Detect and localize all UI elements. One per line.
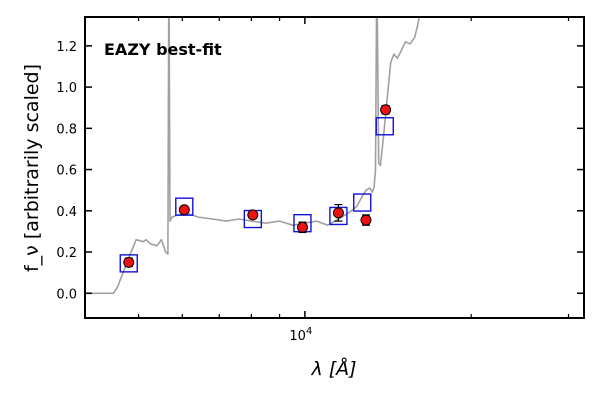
data-marks-layer — [119, 104, 394, 273]
observed-point — [296, 221, 308, 233]
y-tick-label: 0.0 — [56, 287, 77, 302]
observed-point — [247, 209, 259, 221]
ticks-layer: 0.0 0.2 0.4 0.6 0.8 1.0 1.2 104 — [56, 17, 584, 344]
y-tick-label: 0.2 — [56, 246, 77, 261]
observed-point — [332, 207, 344, 219]
observed-point — [123, 256, 135, 268]
y-tick-label: 1.2 — [56, 40, 77, 55]
y-tick-label: 0.4 — [56, 205, 77, 220]
y-tick-label: 0.8 — [56, 122, 77, 137]
model-photometry-point — [119, 254, 138, 273]
x-tick-label: 104 — [289, 326, 312, 344]
observed-point — [380, 104, 392, 116]
y-tick-label: 0.6 — [56, 164, 77, 179]
observed-point — [178, 204, 190, 216]
y-tick-label: 1.0 — [56, 81, 77, 96]
annotation-label: EAZY best-fit — [104, 40, 222, 59]
model-photometry-point — [353, 193, 372, 212]
x-axis-title: λ [Å] — [310, 357, 356, 380]
observed-point — [360, 214, 372, 226]
plot-frame — [84, 16, 585, 319]
model-photometry-point — [375, 117, 394, 136]
y-axis-title: f_ν [arbitrarily scaled] — [21, 64, 43, 272]
